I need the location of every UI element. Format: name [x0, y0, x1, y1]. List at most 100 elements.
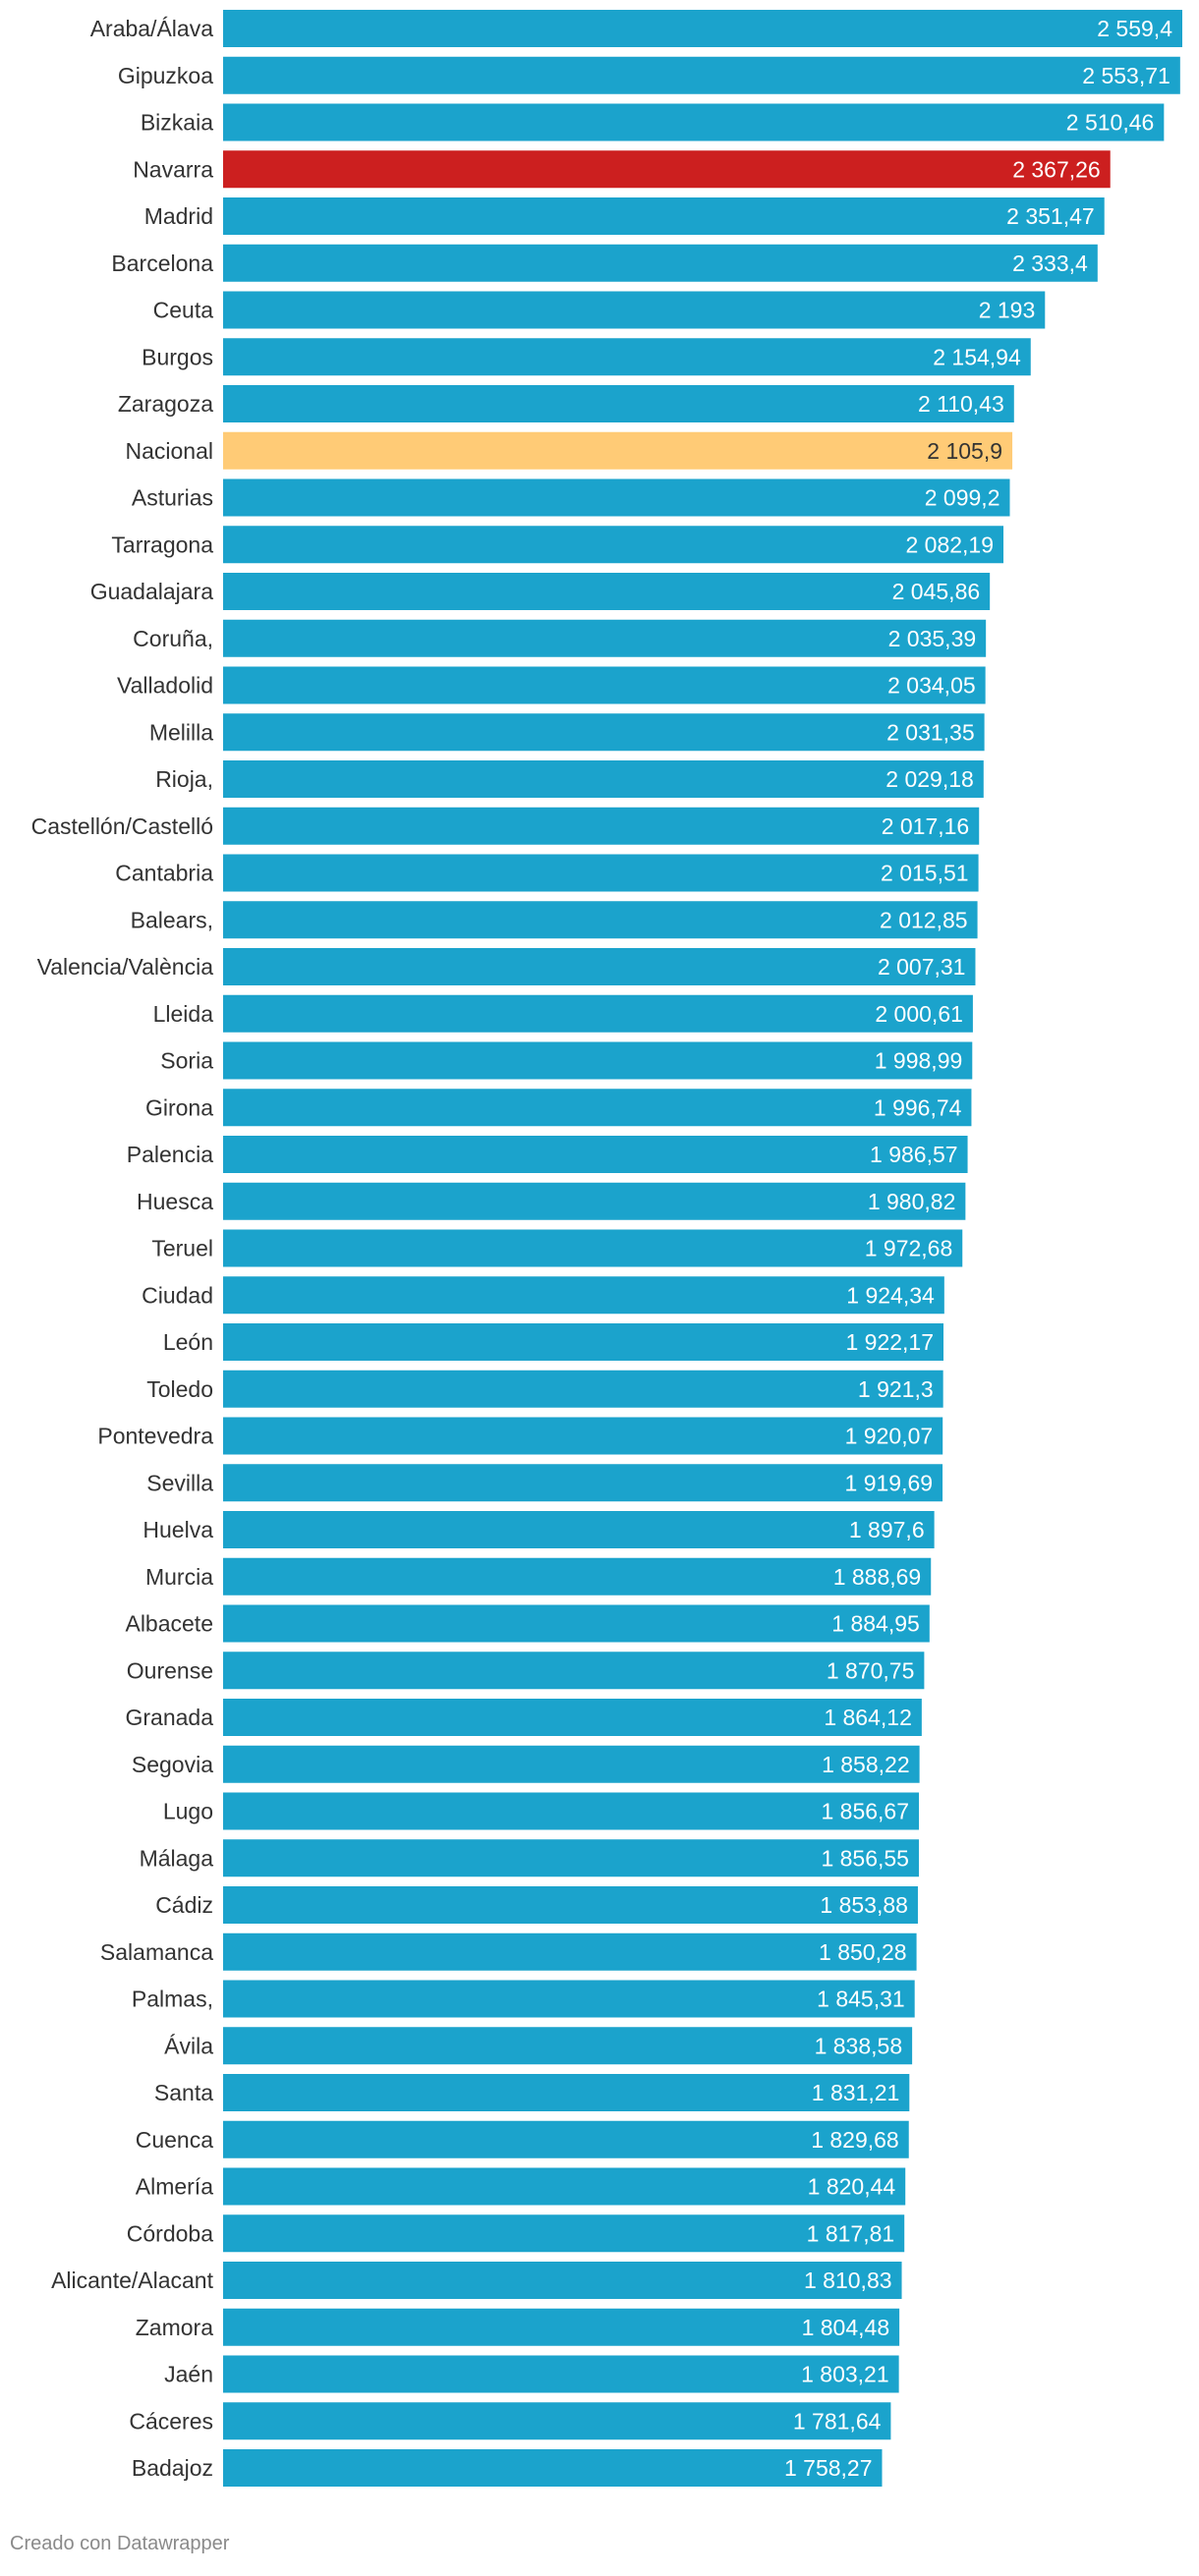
bar-barcelona — [223, 244, 1098, 282]
value-label-lleida: 2 000,61 — [875, 1001, 963, 1027]
bar-cadiz — [223, 1886, 918, 1924]
value-label-castellon-castello: 2 017,16 — [882, 813, 970, 839]
bar-guadalajara — [223, 573, 991, 610]
category-label-santa: Santa — [154, 2080, 213, 2105]
bar-burgos — [223, 338, 1031, 376]
category-label-almeria: Almería — [136, 2174, 213, 2200]
bar-navarra — [223, 150, 1111, 189]
category-label-granada: Granada — [125, 1705, 213, 1730]
value-label-balears: 2 012,85 — [880, 907, 968, 932]
bar-soria — [223, 1041, 973, 1080]
bar-araba-alava — [223, 10, 1182, 47]
value-label-valladolid: 2 034,05 — [887, 673, 976, 699]
bar-lugo — [223, 1792, 920, 1830]
bar-sevilla — [223, 1464, 943, 1502]
bar-palmas — [223, 1980, 915, 2018]
bar-palencia — [223, 1136, 968, 1173]
value-label-salamanca: 1 850,28 — [819, 1939, 907, 1965]
category-label-guadalajara: Guadalajara — [90, 579, 214, 604]
bar-cuenca — [223, 2120, 909, 2158]
bar-gipuzkoa — [223, 56, 1180, 94]
category-label-navarra: Navarra — [133, 156, 213, 182]
value-label-melilla: 2 031,35 — [886, 719, 975, 745]
value-label-albacete: 1 884,95 — [831, 1611, 920, 1637]
category-label-asturias: Asturias — [132, 485, 213, 511]
bar-almeria — [223, 2167, 906, 2206]
category-label-valladolid: Valladolid — [117, 673, 213, 699]
value-label-gipuzkoa: 2 553,71 — [1082, 63, 1170, 88]
value-label-guadalajara: 2 045,86 — [892, 579, 981, 604]
value-label-palencia: 1 986,57 — [870, 1142, 958, 1167]
category-label-barcelona: Barcelona — [111, 251, 213, 276]
bar-avila — [223, 2027, 913, 2065]
category-label-palmas: Palmas, — [132, 1987, 213, 2012]
value-label-jaen: 1 803,21 — [801, 2362, 889, 2387]
category-label-burgos: Burgos — [142, 344, 213, 369]
category-label-teruel: Teruel — [151, 1236, 213, 1261]
value-label-lugo: 1 856,67 — [821, 1799, 909, 1824]
value-label-caceres: 1 781,64 — [793, 2408, 882, 2434]
category-label-pontevedra: Pontevedra — [97, 1424, 213, 1449]
category-label-gipuzkoa: Gipuzkoa — [118, 63, 213, 88]
bar-balears — [223, 901, 978, 939]
value-label-huelva: 1 897,6 — [849, 1517, 925, 1542]
value-label-cadiz: 1 853,88 — [820, 1892, 908, 1918]
category-label-salamanca: Salamanca — [100, 1939, 213, 1965]
bar-granada — [223, 1699, 922, 1736]
bar-melilla — [223, 713, 985, 752]
category-label-segovia: Segovia — [132, 1752, 213, 1777]
category-label-toledo: Toledo — [146, 1376, 213, 1402]
value-label-madrid: 2 351,47 — [1006, 203, 1095, 229]
bar-cantabria — [223, 854, 979, 892]
category-label-huelva: Huelva — [143, 1517, 213, 1542]
value-label-navarra: 2 367,26 — [1012, 156, 1101, 182]
bar-murcia — [223, 1557, 932, 1596]
category-label-leon: León — [163, 1329, 213, 1355]
bar-santa — [223, 2074, 910, 2111]
bar-badajoz — [223, 2449, 883, 2487]
category-label-madrid: Madrid — [144, 203, 213, 229]
bar-ceuta — [223, 291, 1046, 329]
category-label-huesca: Huesca — [137, 1189, 213, 1214]
category-label-ceuta: Ceuta — [153, 298, 214, 323]
bar-toledo — [223, 1370, 943, 1408]
value-label-araba-alava: 2 559,4 — [1097, 16, 1172, 41]
bar-alicante-alacant — [223, 2262, 902, 2299]
category-label-balears: Balears, — [131, 907, 213, 932]
category-label-melilla: Melilla — [149, 719, 213, 745]
bar-malaga — [223, 1839, 919, 1877]
category-label-murcia: Murcia — [145, 1564, 213, 1590]
category-label-cadiz: Cádiz — [155, 1892, 213, 1918]
category-label-rioja: Rioja, — [155, 766, 213, 792]
category-label-sevilla: Sevilla — [146, 1470, 213, 1495]
value-label-asturias: 2 099,2 — [925, 485, 1000, 511]
value-label-zaragoza: 2 110,43 — [918, 391, 1004, 417]
value-label-ciudad: 1 924,34 — [846, 1282, 935, 1308]
value-label-rioja: 2 029,18 — [885, 766, 974, 792]
category-label-cuenca: Cuenca — [136, 2127, 213, 2153]
value-label-almeria: 1 820,44 — [808, 2174, 896, 2200]
bar-leon — [223, 1323, 943, 1361]
value-label-girona: 1 996,74 — [874, 1094, 962, 1120]
bar-nacional — [223, 431, 1013, 470]
category-label-badajoz: Badajoz — [132, 2455, 213, 2481]
bar-caceres — [223, 2402, 891, 2440]
value-label-sevilla: 1 919,69 — [845, 1470, 934, 1495]
value-label-nacional: 2 105,9 — [927, 438, 1002, 464]
bar-salamanca — [223, 1932, 917, 1971]
bar-lleida — [223, 994, 973, 1033]
bar-zamora — [223, 2308, 900, 2346]
bar-huelva — [223, 1511, 935, 1548]
category-label-nacional: Nacional — [126, 438, 214, 464]
category-label-alicante-alacant: Alicante/Alacant — [51, 2268, 214, 2293]
value-label-murcia: 1 888,69 — [833, 1564, 922, 1590]
category-label-araba-alava: Araba/Álava — [90, 16, 214, 41]
category-label-lleida: Lleida — [153, 1001, 214, 1027]
category-label-caceres: Cáceres — [129, 2408, 213, 2434]
value-label-burgos: 2 154,94 — [933, 344, 1021, 369]
value-label-palmas: 1 845,31 — [817, 1987, 905, 2012]
value-label-cordoba: 1 817,81 — [807, 2220, 895, 2246]
bar-segovia — [223, 1745, 920, 1783]
bar-castellon-castello — [223, 807, 980, 845]
value-label-teruel: 1 972,68 — [865, 1236, 953, 1261]
